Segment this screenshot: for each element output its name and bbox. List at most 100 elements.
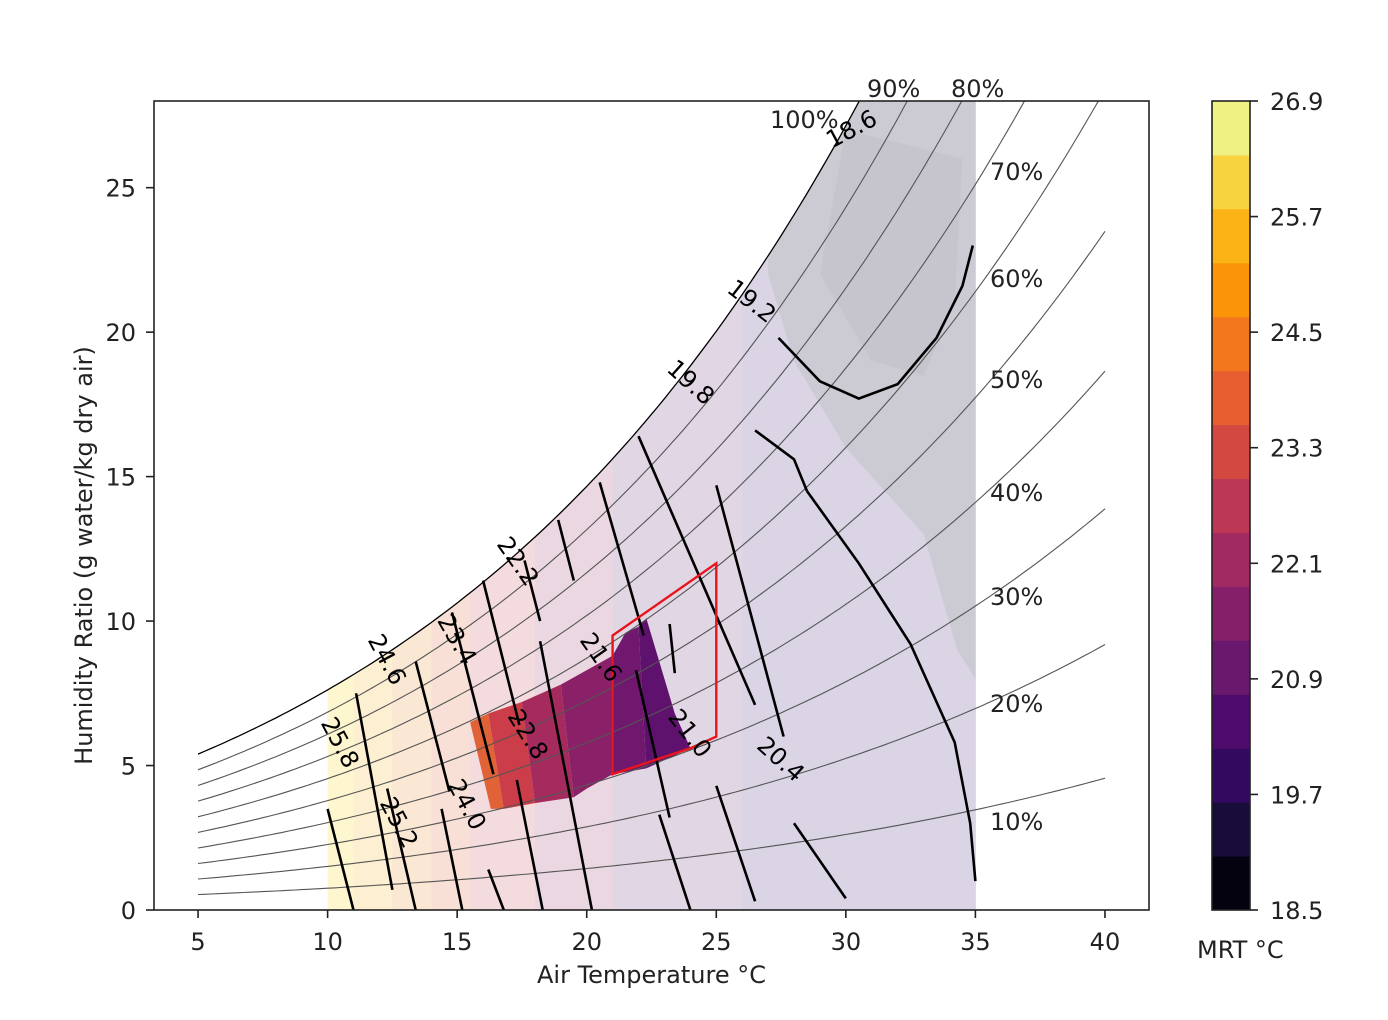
- mrt-zone-violet: [638, 618, 691, 769]
- colorbar-tick-label: 22.1: [1270, 550, 1323, 578]
- colorbar-segment: [1212, 586, 1250, 641]
- mrt-band-2: [392, 101, 432, 910]
- x-tick-label: 35: [960, 928, 991, 956]
- mrt-contour-line: [598, 482, 645, 636]
- mrt-zone-orange: [470, 713, 504, 809]
- colorbar-segment: [1212, 316, 1250, 372]
- colorbar-segment: [1212, 154, 1250, 210]
- y-tick-label: 20: [105, 319, 136, 347]
- plot-frame: [153, 100, 1150, 911]
- colorbar-segment: [1212, 262, 1250, 318]
- colorbar-segment: [1212, 532, 1250, 587]
- mrt-contour-line: [715, 785, 757, 902]
- mrt-zone-purple: [612, 626, 647, 775]
- colorbar-frame: [1211, 100, 1251, 911]
- colorbar-tick-label: 19.7: [1270, 781, 1323, 809]
- rh-label: 10%: [990, 808, 1043, 836]
- mrt-contour-line: [414, 661, 451, 792]
- colorbar-tick-label: 20.9: [1270, 666, 1323, 694]
- y-tick-label: 15: [105, 464, 136, 492]
- rh-curve-80: [197, 101, 963, 787]
- rh-curve-70: [197, 101, 1026, 802]
- y-tick-label: 25: [105, 175, 136, 203]
- rh-label: 20%: [990, 690, 1043, 718]
- rh-label: 90%: [867, 75, 920, 103]
- rh-curve-10: [197, 777, 1106, 896]
- mrt-contour-line: [538, 641, 594, 910]
- colorbar-segment: [1212, 802, 1250, 857]
- mrt-contour-line: [523, 560, 542, 622]
- mrt-contour-line: [658, 814, 692, 910]
- colorbar-tick-label: 18.5: [1270, 897, 1323, 925]
- mrt-fill-layer: [327, 101, 976, 910]
- x-tick-label: 40: [1090, 928, 1121, 956]
- x-axis-label: Air Temperature °C: [537, 961, 766, 989]
- mrt-zone-plum: [560, 655, 613, 798]
- mrt-contour-line: [481, 580, 521, 726]
- mrt-contour-line: [754, 429, 809, 492]
- mrt-contour-line: [634, 669, 671, 818]
- mrt-contour-line: [326, 808, 355, 910]
- colorbar-tick-label: 24.5: [1270, 319, 1323, 347]
- rh-curve-100: [197, 101, 861, 755]
- colorbar-segment: [1212, 208, 1250, 264]
- mrt-contour-line: [515, 779, 544, 910]
- rh-curve-30: [197, 508, 1106, 865]
- colorbar-tick-label: 25.7: [1270, 204, 1323, 232]
- mrt-band-0: [327, 101, 355, 910]
- mrt-zone-rose: [521, 684, 574, 804]
- colorbar-segment: [1212, 748, 1250, 803]
- rh-label: 50%: [990, 366, 1043, 394]
- x-tick-label: 15: [442, 928, 473, 956]
- colorbar-tick-label: 26.9: [1270, 88, 1323, 116]
- rh-curve-60: [197, 101, 1100, 818]
- rh-label: 80%: [951, 75, 1004, 103]
- rh-label: 30%: [990, 583, 1043, 611]
- colorbar-segment: [1212, 370, 1250, 426]
- mrt-contour-line: [556, 519, 576, 581]
- rh-label: 40%: [990, 479, 1043, 507]
- mrt-contour-line: [487, 869, 506, 910]
- mrt-contours: [326, 245, 977, 910]
- y-tick-label: 10: [105, 608, 136, 636]
- mrt-band-6: [612, 101, 743, 910]
- mrt-contour-line: [792, 822, 847, 900]
- colorbar-title: MRT °C: [1197, 936, 1284, 964]
- mrt-contour-line: [450, 612, 495, 775]
- comfort-zone-layer: [611, 561, 718, 776]
- rh-curve-40: [197, 370, 1106, 849]
- colorbar-segment: [1212, 424, 1250, 480]
- colorbar-segment: [1212, 856, 1250, 911]
- mrt-contour-line: [440, 808, 464, 910]
- colorbar-segment: [1212, 101, 1250, 156]
- y-tick-label: 0: [121, 897, 136, 925]
- x-tick-label: 20: [571, 928, 602, 956]
- colorbar-segment: [1212, 694, 1250, 749]
- colorbar-segment: [1212, 478, 1250, 533]
- y-axis-label: Humidity Ratio (g water/kg dry air): [70, 346, 98, 765]
- mrt-fill-clipped: [327, 101, 976, 910]
- y-tick-label: 5: [121, 753, 136, 781]
- rh-curves: [197, 101, 1106, 896]
- mrt-contour-line: [385, 788, 417, 910]
- x-tick-label: 10: [312, 928, 343, 956]
- mrt-contour-line: [668, 623, 677, 674]
- mrt-contour-line: [637, 435, 757, 706]
- comfort-zone-outline: [611, 561, 718, 776]
- rh-curve-20: [197, 644, 1106, 880]
- rh-label: 70%: [990, 158, 1043, 186]
- rh-label: 60%: [990, 265, 1043, 293]
- x-tick-label: 30: [831, 928, 862, 956]
- axes: 5 10 15 20 25 30 35 40 0 5 10 15 20 25 Air Temperature…: [70, 100, 1150, 989]
- mrt-contour-line: [354, 693, 394, 891]
- x-tick-label: 25: [701, 928, 732, 956]
- mrt-contour-line: [777, 245, 975, 401]
- mrt-zone-red: [488, 702, 535, 809]
- mrt-contour-line: [715, 484, 785, 737]
- rh-curve-50: [197, 230, 1106, 833]
- rh-label: 100%: [770, 106, 839, 134]
- mrt-contour-line: [805, 490, 977, 882]
- x-tick-label: 5: [190, 928, 205, 956]
